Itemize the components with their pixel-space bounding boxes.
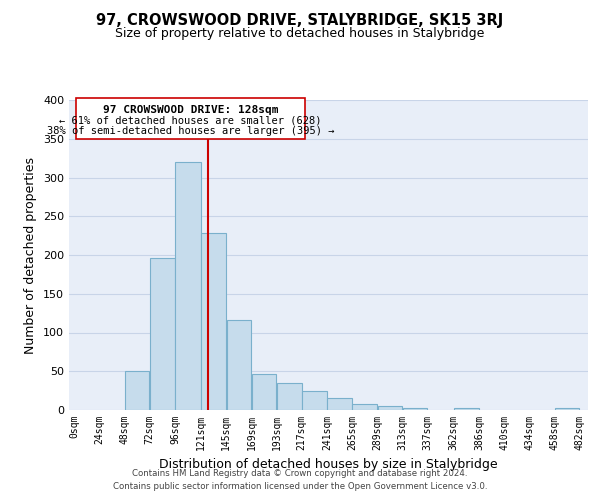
Text: 97 CROWSWOOD DRIVE: 128sqm: 97 CROWSWOOD DRIVE: 128sqm — [103, 104, 278, 115]
Bar — [454, 408, 479, 410]
Text: ← 61% of detached houses are smaller (628): ← 61% of detached houses are smaller (62… — [59, 116, 322, 126]
Bar — [277, 383, 302, 410]
X-axis label: Distribution of detached houses by size in Stalybridge: Distribution of detached houses by size … — [159, 458, 498, 471]
Text: Contains public sector information licensed under the Open Government Licence v3: Contains public sector information licen… — [113, 482, 487, 491]
Text: Size of property relative to detached houses in Stalybridge: Size of property relative to detached ho… — [115, 28, 485, 40]
Bar — [327, 398, 352, 410]
Text: Contains HM Land Registry data © Crown copyright and database right 2024.: Contains HM Land Registry data © Crown c… — [132, 468, 468, 477]
Y-axis label: Number of detached properties: Number of detached properties — [25, 156, 37, 354]
Text: 38% of semi-detached houses are larger (395) →: 38% of semi-detached houses are larger (… — [47, 126, 334, 136]
Bar — [403, 408, 427, 410]
Bar — [352, 404, 377, 410]
Bar — [175, 162, 201, 410]
Bar — [555, 408, 580, 410]
Bar — [125, 371, 149, 410]
Bar — [227, 320, 251, 410]
Bar — [302, 390, 326, 410]
Bar — [251, 374, 277, 410]
Bar — [150, 258, 175, 410]
Bar — [377, 406, 402, 410]
Text: 97, CROWSWOOD DRIVE, STALYBRIDGE, SK15 3RJ: 97, CROWSWOOD DRIVE, STALYBRIDGE, SK15 3… — [97, 12, 503, 28]
FancyBboxPatch shape — [76, 98, 305, 138]
Bar — [202, 234, 226, 410]
